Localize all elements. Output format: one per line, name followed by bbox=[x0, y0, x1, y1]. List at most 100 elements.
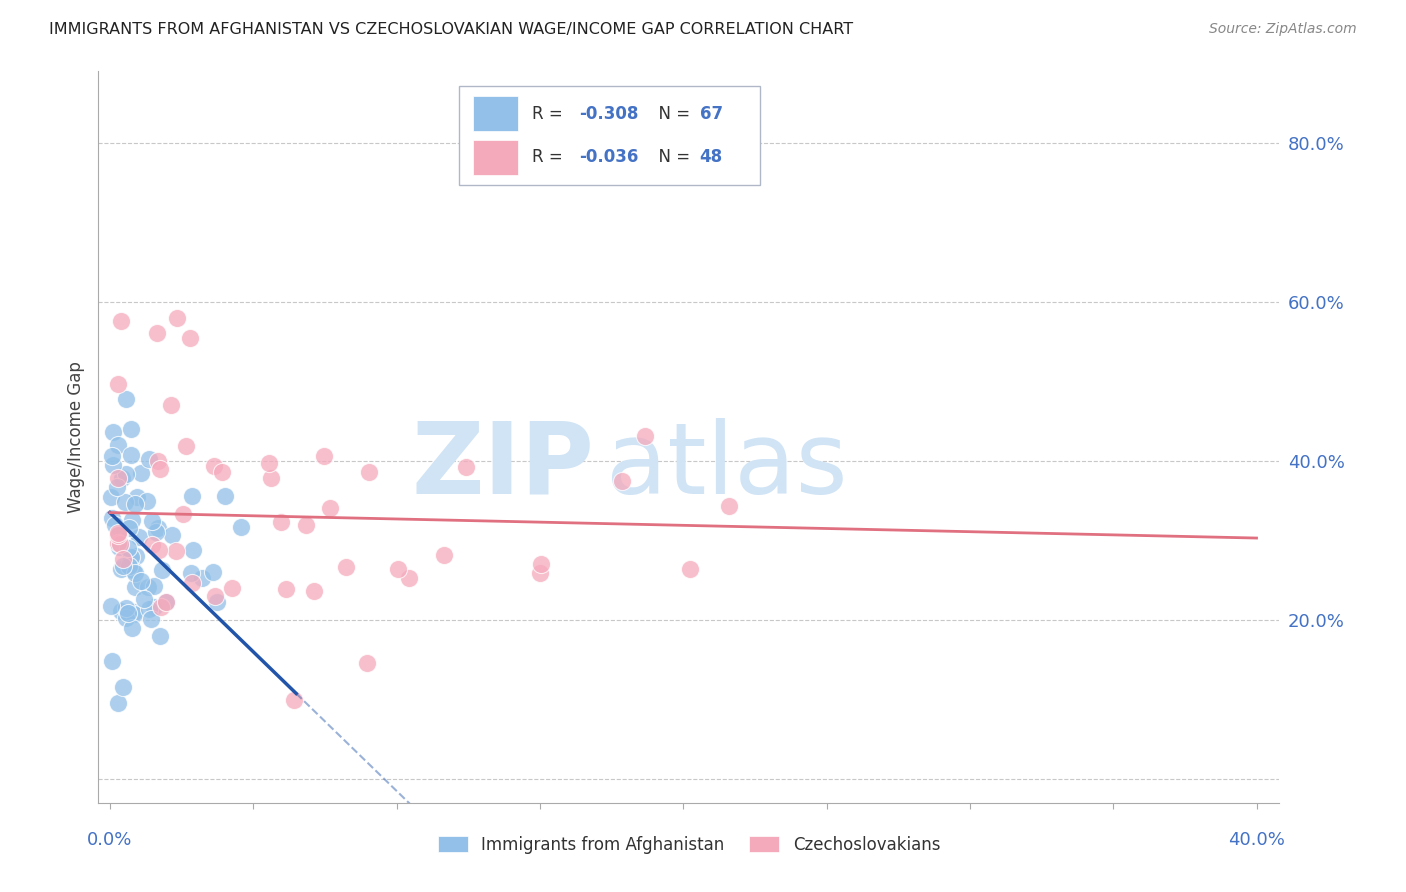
Point bbox=[110, 536, 132, 550]
Point bbox=[120, 448, 142, 462]
Point bbox=[179, 331, 201, 345]
Point bbox=[111, 559, 134, 574]
Point bbox=[120, 422, 142, 436]
Point bbox=[679, 562, 702, 576]
Point bbox=[124, 580, 146, 594]
Text: N =: N = bbox=[648, 104, 695, 122]
Point bbox=[204, 590, 226, 604]
Point bbox=[180, 566, 202, 580]
Point bbox=[143, 600, 166, 615]
Text: N =: N = bbox=[648, 148, 695, 166]
Point bbox=[100, 490, 122, 504]
Point bbox=[314, 450, 336, 464]
Point bbox=[149, 629, 172, 643]
Point bbox=[181, 576, 204, 591]
Point bbox=[155, 595, 177, 609]
Point bbox=[214, 489, 236, 503]
Point bbox=[283, 693, 305, 707]
Point bbox=[110, 562, 132, 576]
Point bbox=[181, 489, 204, 503]
Text: R =: R = bbox=[531, 148, 568, 166]
Point bbox=[124, 566, 146, 581]
Point bbox=[174, 440, 197, 454]
Point bbox=[270, 515, 292, 529]
Point bbox=[205, 595, 228, 609]
Point bbox=[149, 600, 172, 615]
Point bbox=[304, 584, 326, 599]
Point bbox=[191, 571, 214, 585]
Text: 0.0%: 0.0% bbox=[87, 830, 132, 848]
Point bbox=[107, 536, 129, 550]
Point bbox=[259, 456, 281, 470]
Point bbox=[101, 425, 124, 440]
Point bbox=[120, 549, 142, 564]
Point bbox=[529, 566, 551, 580]
Point bbox=[107, 696, 129, 710]
Text: IMMIGRANTS FROM AFGHANISTAN VS CZECHOSLOVAKIAN WAGE/INCOME GAP CORRELATION CHART: IMMIGRANTS FROM AFGHANISTAN VS CZECHOSLO… bbox=[49, 22, 853, 37]
Point bbox=[124, 498, 146, 512]
Point bbox=[610, 474, 633, 488]
Point bbox=[276, 582, 298, 597]
Point bbox=[260, 471, 283, 485]
Point bbox=[387, 562, 409, 576]
Point bbox=[166, 311, 188, 326]
Point bbox=[101, 511, 124, 525]
Legend: Immigrants from Afghanistan, Czechoslovakians: Immigrants from Afghanistan, Czechoslova… bbox=[432, 829, 946, 860]
Point bbox=[118, 559, 141, 574]
Point bbox=[115, 611, 138, 625]
Point bbox=[121, 513, 143, 527]
Point bbox=[108, 540, 131, 554]
Point bbox=[148, 542, 170, 557]
Point bbox=[530, 557, 553, 571]
Point bbox=[114, 494, 136, 508]
Point bbox=[110, 604, 132, 618]
Point bbox=[125, 549, 148, 563]
Text: Source: ZipAtlas.com: Source: ZipAtlas.com bbox=[1209, 22, 1357, 37]
Point bbox=[114, 467, 136, 481]
Text: ZIP: ZIP bbox=[412, 417, 595, 515]
Point bbox=[146, 454, 169, 468]
Point bbox=[398, 572, 420, 586]
Point bbox=[357, 465, 380, 479]
Point bbox=[433, 549, 456, 563]
Point bbox=[105, 480, 128, 494]
Point bbox=[138, 601, 160, 615]
Point bbox=[231, 520, 253, 534]
Text: 48: 48 bbox=[700, 148, 723, 166]
Point bbox=[141, 515, 163, 529]
Point bbox=[172, 508, 194, 522]
Point bbox=[103, 458, 125, 472]
Point bbox=[110, 313, 132, 327]
Point bbox=[134, 591, 156, 606]
Y-axis label: Wage/Income Gap: Wage/Income Gap bbox=[66, 361, 84, 513]
FancyBboxPatch shape bbox=[458, 86, 759, 185]
Point bbox=[115, 392, 138, 406]
Point bbox=[101, 655, 124, 669]
Point bbox=[634, 429, 657, 443]
Point bbox=[112, 551, 135, 566]
Text: -0.036: -0.036 bbox=[579, 148, 638, 166]
Point bbox=[139, 612, 162, 626]
Point bbox=[117, 541, 139, 556]
Point bbox=[141, 538, 163, 552]
Point bbox=[150, 563, 173, 577]
Point bbox=[111, 680, 134, 694]
Point bbox=[145, 326, 167, 340]
Point bbox=[160, 398, 183, 412]
Point bbox=[319, 500, 342, 515]
Point bbox=[117, 606, 139, 620]
Point bbox=[146, 521, 169, 535]
Point bbox=[221, 581, 243, 595]
Text: 40.0%: 40.0% bbox=[1227, 830, 1285, 848]
Point bbox=[122, 562, 145, 576]
Point bbox=[155, 594, 177, 608]
Bar bbox=[472, 96, 517, 131]
Point bbox=[122, 607, 145, 621]
Point bbox=[110, 471, 132, 485]
Point bbox=[356, 656, 378, 670]
Point bbox=[128, 530, 150, 544]
Point bbox=[129, 574, 152, 588]
Point bbox=[122, 605, 145, 619]
Point bbox=[131, 466, 153, 480]
Point bbox=[294, 517, 316, 532]
